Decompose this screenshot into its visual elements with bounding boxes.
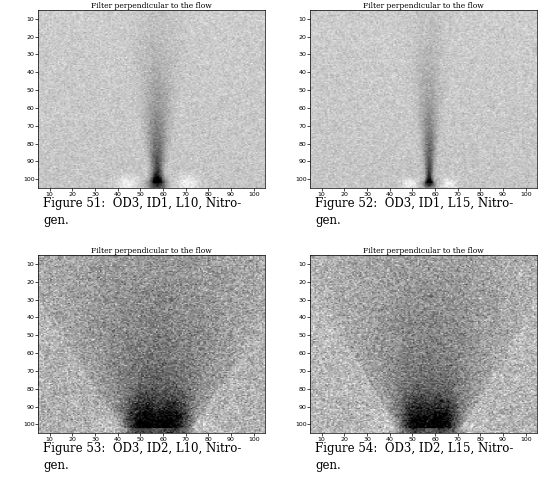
Text: Figure 52:  OD3, ID1, L15, Nitro-
gen.: Figure 52: OD3, ID1, L15, Nitro- gen. [315, 197, 513, 227]
Title: Filter perpendicular to the flow: Filter perpendicular to the flow [363, 247, 484, 255]
Text: Figure 54:  OD3, ID2, L15, Nitro-
gen.: Figure 54: OD3, ID2, L15, Nitro- gen. [315, 442, 513, 472]
Text: Figure 51:  OD3, ID1, L10, Nitro-
gen.: Figure 51: OD3, ID1, L10, Nitro- gen. [43, 197, 241, 227]
Text: Figure 53:  OD3, ID2, L10, Nitro-
gen.: Figure 53: OD3, ID2, L10, Nitro- gen. [43, 442, 241, 472]
Title: Filter perpendicular to the flow: Filter perpendicular to the flow [92, 2, 212, 10]
Title: Filter perpendicular to the flow: Filter perpendicular to the flow [92, 247, 212, 255]
Title: Filter perpendicular to the flow: Filter perpendicular to the flow [363, 2, 484, 10]
